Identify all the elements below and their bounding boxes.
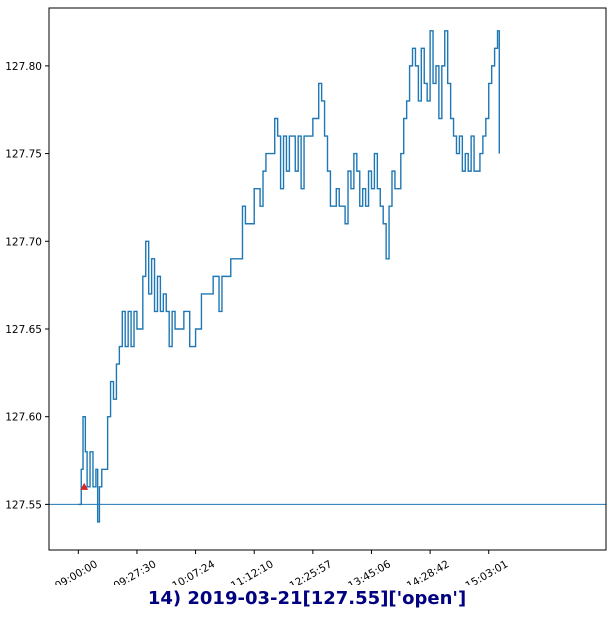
y-tick-label: 127.60 — [5, 412, 42, 424]
plot-area — [49, 30, 606, 523]
line-chart: 127.55 127.60 127.65 127.70 127.75 127.80 09:0… — [5, 7, 607, 585]
x-tick-label: 11:12:10 — [229, 558, 276, 585]
price-series-line-0 — [78, 30, 500, 523]
y-tick-label: 127.70 — [5, 236, 42, 248]
entry-marker — [80, 482, 89, 490]
y-tick-label: 127.55 — [5, 499, 42, 511]
x-tick-label: 14:28:42 — [405, 558, 452, 585]
y-tick-label: 127.65 — [5, 324, 42, 336]
axes-frame — [48, 7, 607, 551]
x-tick-label: 09:00:00 — [53, 558, 100, 585]
y-tick-label: 127.75 — [5, 149, 42, 161]
x-tick-label: 13:45:06 — [346, 558, 393, 585]
x-tick-label: 12:25:57 — [287, 558, 334, 585]
x-tick-label: 09:27:30 — [112, 558, 159, 585]
y-tick-label: 127.80 — [5, 61, 42, 73]
x-tick-label: 15:03:01 — [463, 558, 510, 585]
chart-title: 14) 2019-03-21[127.55]['open'] — [147, 588, 467, 609]
axes: 127.55 127.60 127.65 127.70 127.75 127.80 09:0… — [5, 7, 607, 585]
x-tick-label: 10:07:24 — [170, 558, 217, 585]
